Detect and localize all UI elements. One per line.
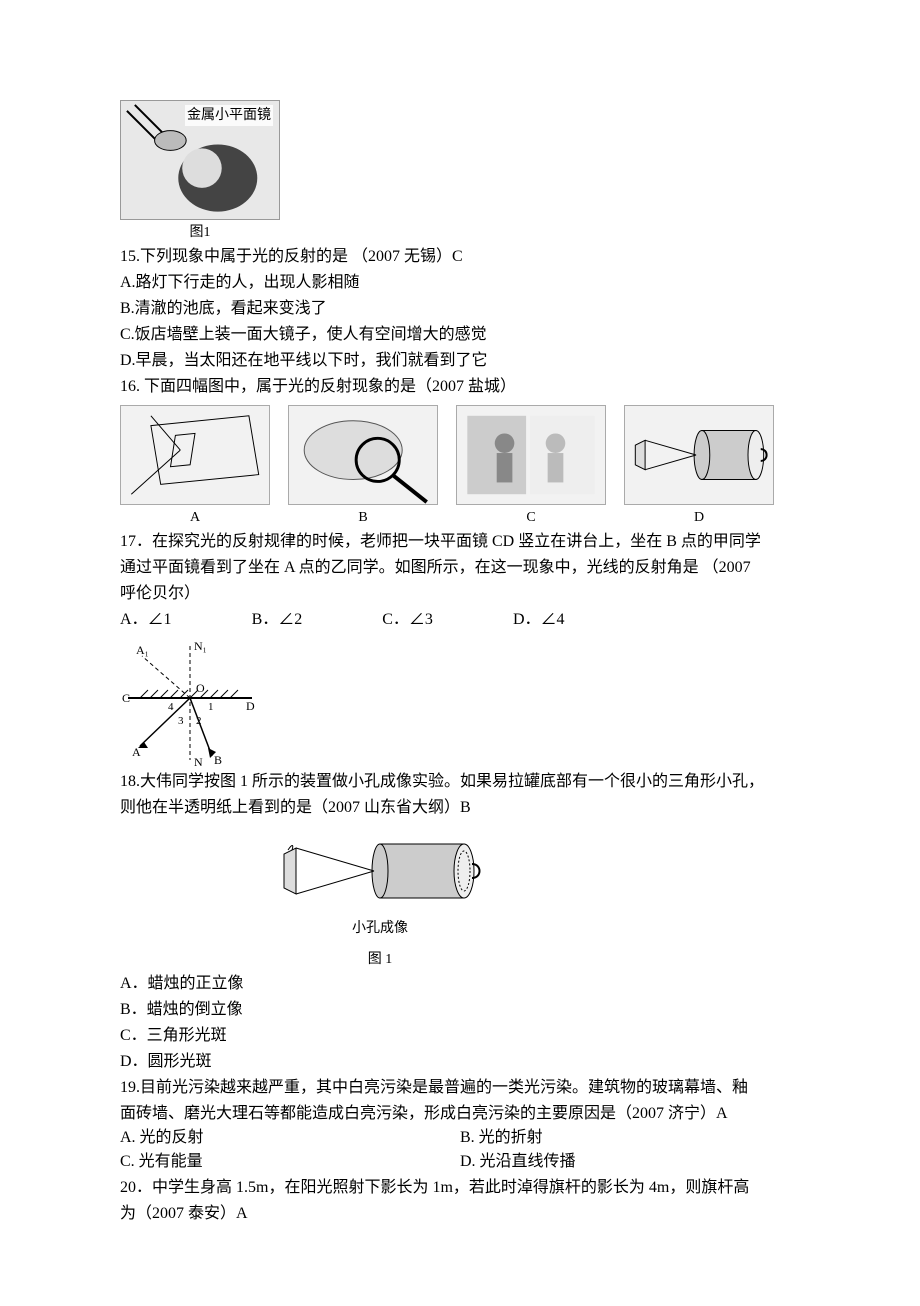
- q15-stem: 15.下列现象中属于光的反射的是 （2007 无锡）C: [120, 245, 800, 269]
- q17-line1: 17．在探究光的反射规律的时候，老师把一块平面镜 CD 竖立在讲台上，坐在 B …: [120, 530, 800, 554]
- q18-fig-caption: 图 1: [368, 949, 393, 970]
- q16-captionB: B: [358, 507, 367, 528]
- svg-text:1: 1: [208, 701, 214, 713]
- q17-optC: C．∠3: [382, 608, 433, 632]
- q16-captionC: C: [526, 507, 535, 528]
- svg-text:2: 2: [196, 715, 202, 727]
- q16-optB-wrap: B: [288, 405, 438, 528]
- q16-optD-wrap: D: [624, 405, 774, 528]
- q16-image-strip: A B C: [120, 405, 800, 528]
- q15-optA: A.路灯下行走的人，出现人影相随: [120, 271, 800, 295]
- svg-text:O: O: [196, 681, 205, 695]
- svg-text:A: A: [132, 745, 141, 759]
- svg-text:C: C: [122, 691, 130, 705]
- q18-fig-label: 小孔成像: [352, 918, 408, 939]
- q19-optA: A. 光的反射: [120, 1126, 460, 1150]
- q15-optC: C.饭店墙壁上装一面大镜子，使人有空间增大的感觉: [120, 323, 800, 347]
- q16-optA-image: [120, 405, 270, 505]
- figure-mirror: 金属小平面镜 图1: [120, 100, 800, 243]
- q17-optB: B．∠2: [252, 608, 303, 632]
- svg-text:D: D: [246, 699, 255, 713]
- q17-line2: 通过平面镜看到了坐在 A 点的乙同学。如图所示，在这一现象中，光线的反射角是 （…: [120, 556, 800, 580]
- q19-optB: B. 光的折射: [460, 1126, 800, 1150]
- q17-diagram: A₁ N₁ C D O A B N 1 2 3 4: [120, 638, 260, 768]
- q17-line3: 呼伦贝尔）: [120, 582, 800, 606]
- q20-line2: 为（2007 泰安）A: [120, 1202, 800, 1226]
- q16-optD-image: [624, 405, 774, 505]
- q15-optD: D.早晨，当太阳还在地平线以下时，我们就看到了它: [120, 349, 800, 373]
- q16-optA-wrap: A: [120, 405, 270, 528]
- q18-line2: 则他在半透明纸上看到的是（2007 山东省大纲）B: [120, 796, 800, 820]
- q18-line1: 18.大伟同学按图 1 所示的装置做小孔成像实验。如果易拉罐底部有一个很小的三角…: [120, 770, 800, 794]
- q20-line1: 20．中学生身高 1.5m，在阳光照射下影长为 1m，若此时淖得旗杆的影长为 4…: [120, 1176, 800, 1200]
- q19-line2: 面砖墙、磨光大理石等都能造成白亮污染，形成白亮污染的主要原因是（2007 济宁）…: [120, 1102, 800, 1126]
- svg-text:N₁: N₁: [194, 639, 207, 653]
- q19-line1: 19.目前光污染越来越严重，其中白亮污染是最普遍的一类光污染。建筑物的玻璃幕墙、…: [120, 1076, 800, 1100]
- q15-optB: B.清澈的池底，看起来变浅了: [120, 297, 800, 321]
- svg-text:3: 3: [178, 715, 184, 727]
- q16-optC-wrap: C: [456, 405, 606, 528]
- svg-text:N: N: [194, 755, 203, 768]
- q17-optA: A．∠1: [120, 608, 172, 632]
- q19-optC: C. 光有能量: [120, 1150, 460, 1174]
- svg-text:A₁: A₁: [136, 643, 149, 657]
- q19-optD: D. 光沿直线传播: [460, 1150, 800, 1174]
- q18-options: A．蜡烛的正立像 B．蜡烛的倒立像 C．三角形光斑 D．圆形光斑: [120, 972, 800, 1074]
- q17-optD: D．∠4: [513, 608, 565, 632]
- q16-optC-image: [456, 405, 606, 505]
- figure-mirror-caption: 图1: [120, 222, 280, 243]
- mirror-image: 金属小平面镜: [120, 100, 280, 220]
- q16-captionD: D: [694, 507, 704, 528]
- mirror-label: 金属小平面镜: [185, 105, 273, 126]
- q18-optC: C．三角形光斑: [120, 1024, 800, 1048]
- svg-text:B: B: [214, 753, 222, 767]
- q17-options-row: A．∠1 B．∠2 C．∠3 D．∠4: [120, 608, 800, 632]
- q18-svg: [270, 826, 490, 916]
- q18-figure: 小孔成像 图 1: [260, 826, 500, 970]
- q18-optD: D．圆形光斑: [120, 1050, 800, 1074]
- svg-text:4: 4: [168, 701, 174, 713]
- q16-optB-image: [288, 405, 438, 505]
- q16-stem: 16. 下面四幅图中，属于光的反射现象的是（2007 盐城）: [120, 375, 800, 399]
- q16-captionA: A: [190, 507, 200, 528]
- q19-options: A. 光的反射 B. 光的折射 C. 光有能量 D. 光沿直线传播: [120, 1126, 800, 1174]
- q18-optA: A．蜡烛的正立像: [120, 972, 800, 996]
- q18-optB: B．蜡烛的倒立像: [120, 998, 800, 1022]
